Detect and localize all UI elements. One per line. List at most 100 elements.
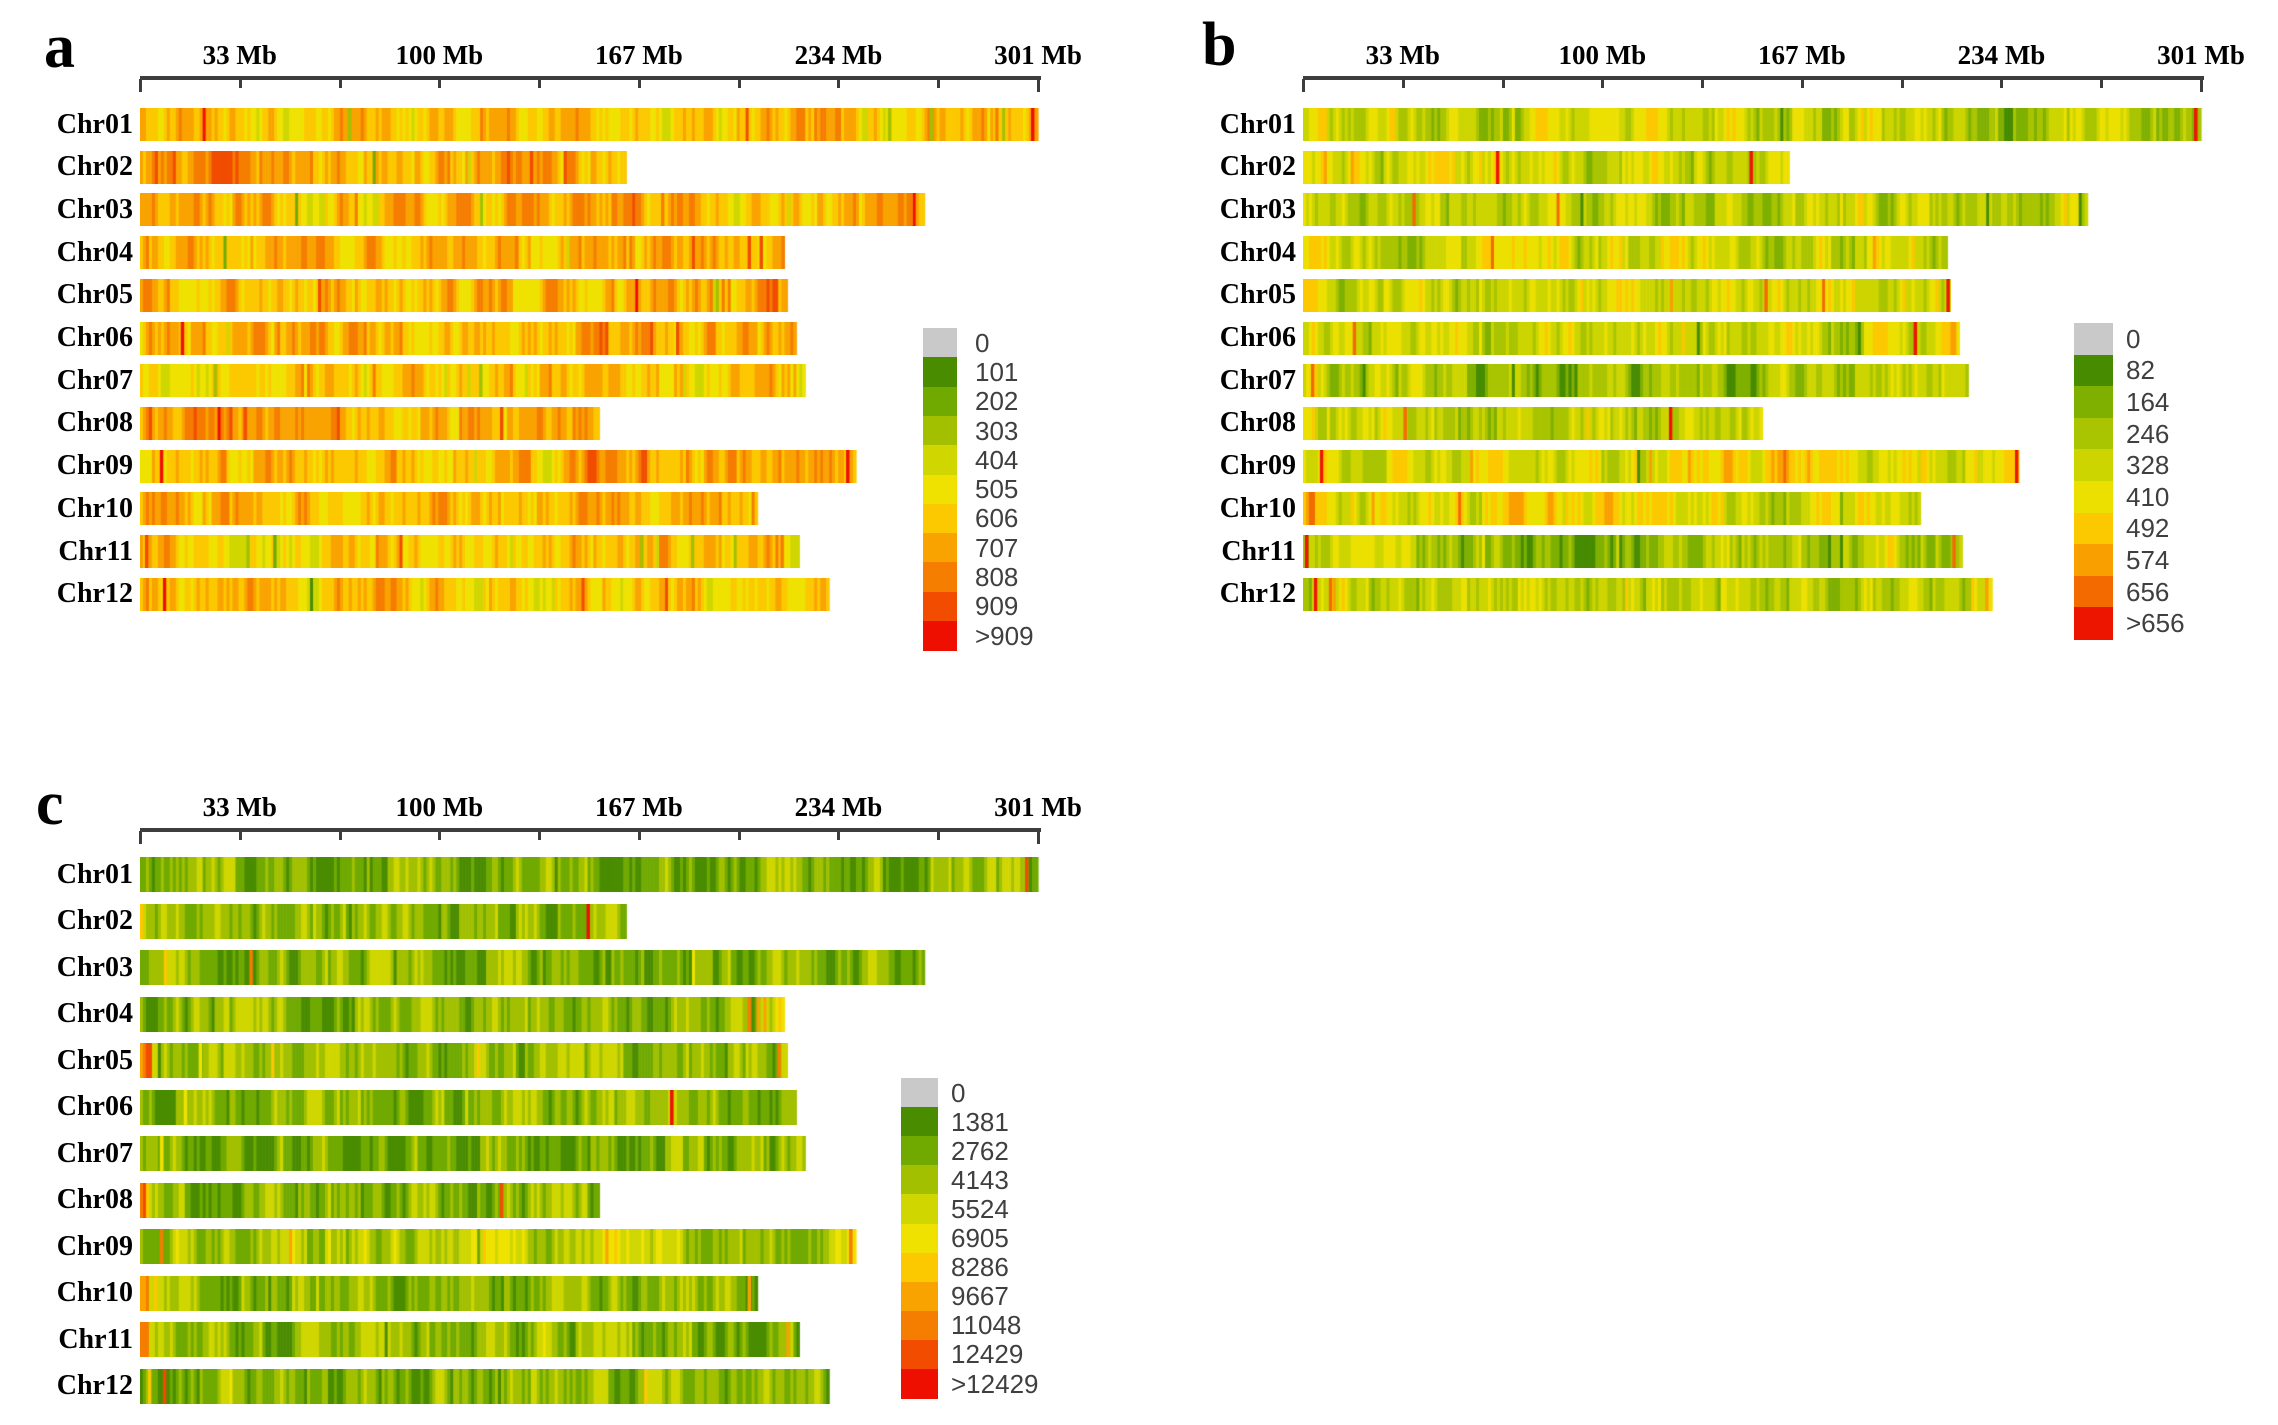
panel-letter-a: a [44,13,75,81]
legend-label: 328 [2126,450,2170,481]
mb-axis-tick [1501,79,1505,88]
mb-axis-tick-label: 301 Mb [994,792,1082,822]
chromosome-density-bar [140,950,927,985]
chromosome-label: Chr10 [56,1277,133,1308]
legend-swatch [923,445,957,476]
mb-axis-tick [837,831,841,840]
legend-label: 5524 [951,1193,1009,1224]
chromosome-label: Chr11 [58,535,133,567]
chromosome-label: Chr10 [56,492,133,524]
legend-label: 606 [975,503,1019,534]
mb-axis-tick [1900,79,1904,88]
chromosome-density-bar [140,150,628,184]
legend-swatch [923,562,957,593]
mb-axis-tick [637,831,641,840]
chromosome-label: Chr06 [56,1091,133,1122]
chromosome-density-bar [140,449,858,483]
legend-label: 410 [2126,481,2170,512]
mb-axis-tick-label: 33 Mb [202,792,277,822]
chromosome-label: Chr09 [1219,450,1296,482]
mb-axis-tick [1800,79,1804,88]
chromosome-density-bar [1303,193,2090,227]
legend-label: 0 [2126,323,2141,354]
mb-axis-tick [238,831,242,840]
mb-axis-line [1303,76,2204,80]
legend-label: 12429 [951,1339,1024,1370]
mb-axis-tick [1302,79,1305,92]
legend-label: 574 [2126,545,2170,575]
mb-axis-tick [737,831,741,840]
legend-label: 656 [2126,576,2170,607]
mb-axis-tick [937,79,941,88]
chromosome-label: Chr04 [56,236,133,268]
mb-axis-tick [1701,79,1705,88]
mb-axis-tick-label: 100 Mb [1558,40,1647,70]
legend-label: 9667 [951,1281,1009,1312]
mb-axis-tick [1037,831,1040,844]
panel-letter-c: c [36,770,64,838]
chromosome-density-bar [1303,278,1952,312]
mb-axis-tick-label: 33 Mb [202,40,277,70]
legend-label: 0 [975,327,990,358]
legend-label: 808 [975,562,1019,593]
legend-label: 404 [975,444,1019,475]
chromosome-density-bar [140,903,628,939]
chromosome-density-bar [140,535,801,568]
chromosome-label: Chr12 [56,1370,133,1401]
legend-swatch [901,1223,938,1254]
chromosome-label: Chr11 [1221,535,1296,567]
chromosome-label: Chr08 [56,407,133,439]
mb-axis-tick-label: 100 Mb [395,792,484,822]
mb-axis-tick [1037,79,1040,92]
legend-swatch [901,1310,938,1341]
mb-axis-tick [238,79,242,88]
chromosome-label: Chr02 [1219,151,1296,183]
legend-swatch [2074,449,2113,482]
legend-swatch [923,503,957,534]
mb-axis-tick [538,79,542,88]
chromosome-density-bar [1303,577,1994,611]
chromosome-density-bar [140,108,1040,141]
chromosome-density-bar [1303,535,1964,568]
mb-axis-tick [139,831,142,844]
mb-axis-tick [737,79,741,88]
chromosome-label: Chr04 [1219,236,1296,268]
chromosome-density-bar [140,577,831,611]
mb-axis-tick-label: 167 Mb [595,40,683,70]
legend-swatch [901,1078,938,1108]
legend-label: 8286 [951,1252,1009,1283]
legend-swatch [901,1369,938,1399]
chromosome-density-bar [140,321,798,355]
mb-axis-tick [338,79,342,88]
chromosome-label: Chr05 [56,279,133,311]
mb-axis-tick [837,79,841,88]
chromosome-label: Chr02 [56,905,133,936]
chromosome-label: Chr06 [1219,322,1296,353]
chromosome-label: Chr02 [56,151,133,183]
legend-swatch [901,1252,938,1283]
legend-label: 1381 [951,1106,1009,1137]
legend-swatch [923,533,957,563]
legend-label: 707 [975,532,1019,563]
legend-swatch [2074,575,2113,608]
chromosome-density-bar [140,193,927,227]
legend-label: 505 [975,474,1019,505]
legend-swatch [923,328,957,358]
legend-swatch [923,357,957,388]
legend-label: 246 [2126,418,2170,449]
legend-label: 909 [975,591,1019,622]
legend-swatch [2074,512,2113,545]
mb-axis-tick [637,79,641,88]
chromosome-density-bar [140,1089,798,1125]
chromosome-label: Chr03 [56,193,133,225]
legend-label: 2762 [951,1135,1009,1166]
chromosome-label: Chr12 [1219,578,1296,610]
mb-axis-tick-label: 234 Mb [794,40,883,70]
chromosome-density-bar [1303,492,1923,526]
chromosome-label: Chr07 [1219,364,1296,396]
chromosome-density-bar [1303,449,2021,483]
legend-swatch [2074,481,2113,514]
mb-axis-tick [1601,79,1605,88]
panel-letter-b: b [1202,11,1237,79]
